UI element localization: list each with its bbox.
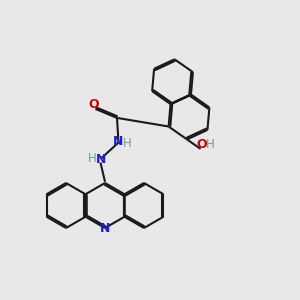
Text: N: N — [100, 221, 110, 235]
Text: N: N — [96, 153, 106, 166]
Text: H: H — [88, 152, 97, 165]
Text: O: O — [88, 98, 99, 112]
Text: O: O — [197, 139, 207, 152]
Text: H: H — [206, 139, 214, 152]
Text: N: N — [113, 135, 124, 148]
Text: H: H — [123, 136, 132, 150]
